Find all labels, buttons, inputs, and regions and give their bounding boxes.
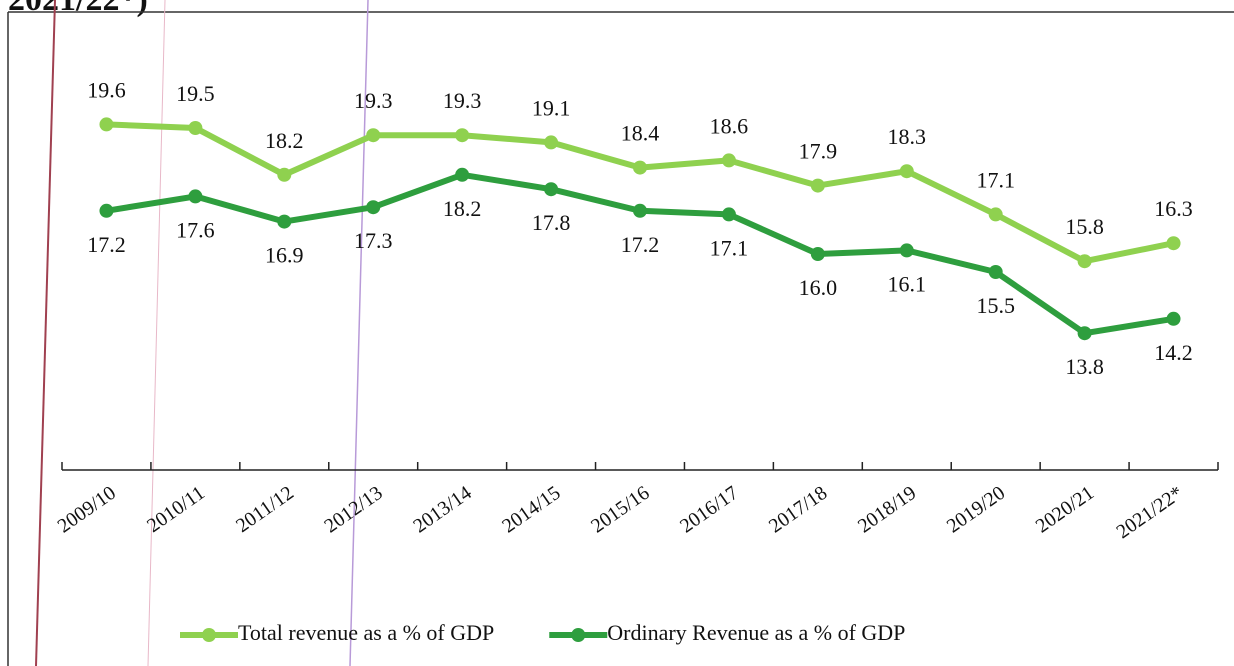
legend-label: Total revenue as a % of GDP (238, 620, 494, 645)
data-label: 18.2 (443, 196, 482, 221)
point (721, 207, 736, 222)
data-label: 18.3 (888, 124, 927, 149)
point (633, 203, 647, 218)
data-label: 17.3 (354, 228, 393, 253)
x-tick-label: 2019/20 (943, 482, 1009, 538)
x-tick-label: 2018/19 (854, 482, 920, 538)
x-tick-label: 2014/15 (498, 482, 564, 538)
data-label: 17.8 (532, 210, 571, 235)
data-label: 19.6 (87, 77, 126, 102)
data-label: 17.1 (710, 235, 749, 260)
point (277, 167, 292, 182)
data-label: 17.2 (621, 232, 660, 257)
chart-title: 2021/22*) (8, 0, 148, 18)
x-tick-label: 2021/22* (1113, 482, 1188, 543)
x-tick-label: 2009/10 (54, 482, 120, 538)
point (721, 153, 736, 168)
data-label: 16.3 (1154, 196, 1193, 221)
point (988, 207, 1003, 222)
point (633, 160, 647, 175)
data-label: 16.1 (888, 271, 927, 296)
point (1077, 326, 1092, 341)
x-tick-label: 2020/21 (1032, 482, 1098, 538)
data-label: 18.2 (265, 128, 304, 153)
data-label: 17.9 (799, 139, 838, 164)
scan-artifact (349, 0, 369, 666)
x-tick-label: 2010/11 (143, 482, 209, 537)
point (455, 128, 470, 143)
point (366, 128, 381, 143)
point (99, 117, 114, 132)
data-label: 19.3 (443, 88, 482, 113)
x-tick-label: 2013/14 (409, 482, 475, 538)
point (1166, 236, 1181, 251)
scan-artifact (35, 0, 56, 666)
point (1077, 254, 1092, 269)
legend: Total revenue as a % of GDP Ordinary Reve… (180, 620, 905, 645)
data-label: 15.5 (976, 293, 1015, 318)
data-label: 19.5 (176, 81, 215, 106)
data-label: 19.1 (532, 95, 571, 120)
data-label: 18.4 (621, 121, 660, 146)
point (455, 167, 470, 182)
point (1166, 311, 1181, 326)
data-label: 19.3 (354, 88, 393, 113)
point (99, 203, 114, 218)
data-label: 14.2 (1154, 340, 1193, 365)
point (277, 214, 292, 229)
x-tick-label: 2015/16 (587, 482, 653, 538)
point (899, 164, 914, 179)
scan-artifact (147, 0, 166, 666)
legend-marker (202, 628, 216, 642)
point (188, 121, 203, 135)
point (988, 265, 1003, 279)
legend-marker (571, 628, 586, 642)
data-label: 16.0 (799, 275, 838, 300)
x-tick-label: 2017/18 (765, 482, 831, 538)
x-tick-label: 2016/17 (676, 482, 742, 538)
data-label: 16.9 (265, 243, 304, 268)
point (188, 189, 203, 204)
legend-label: Ordinary Revenue as a % of GDP (607, 620, 905, 645)
data-label: 17.1 (976, 167, 1015, 192)
data-label: 13.8 (1065, 354, 1104, 379)
x-tick-label: 2011/12 (232, 482, 298, 537)
point (544, 135, 559, 150)
point (366, 200, 381, 215)
point (810, 247, 825, 261)
data-label: 15.8 (1065, 214, 1104, 239)
data-label: 17.2 (87, 232, 126, 257)
point (810, 178, 825, 193)
point (899, 243, 914, 258)
data-label: 17.6 (176, 217, 215, 242)
point (544, 182, 559, 197)
data-label: 18.6 (710, 113, 749, 138)
